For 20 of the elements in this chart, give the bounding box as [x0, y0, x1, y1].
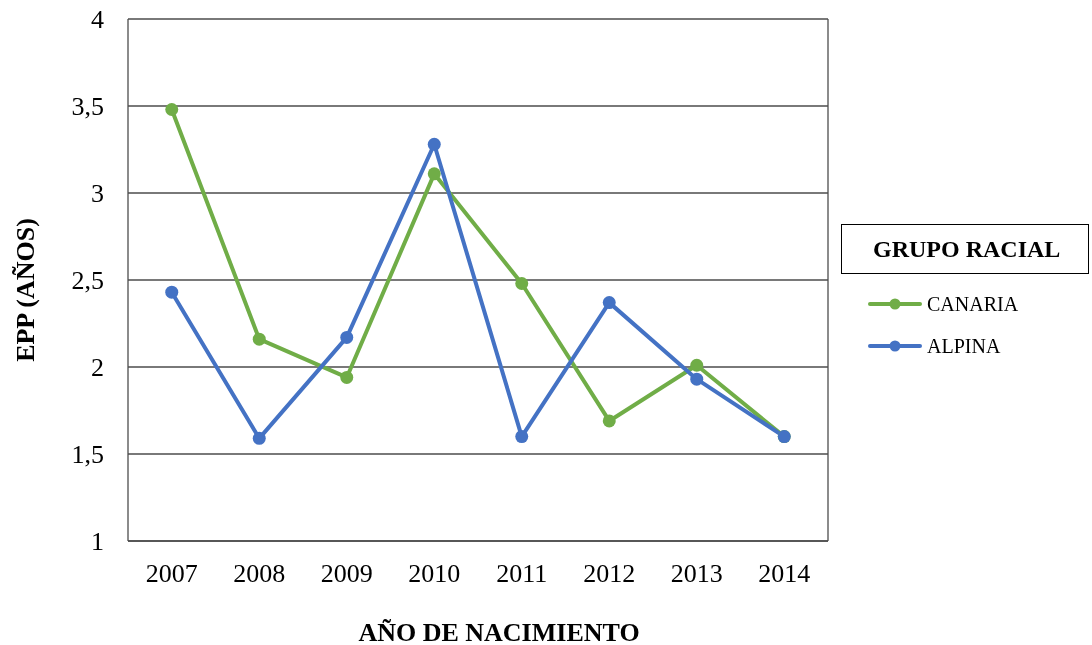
y-tick-label: 1	[91, 527, 104, 557]
x-tick-label: 2014	[758, 559, 811, 589]
y-tick-label: 4	[91, 5, 104, 35]
x-tick-label: 2008	[233, 559, 286, 589]
y-tick-label: 3	[91, 179, 104, 209]
x-tick-label: 2010	[408, 559, 461, 589]
y-tick-label: 2	[91, 353, 104, 383]
x-tick-label: 2013	[670, 559, 723, 589]
y-tick-label: 1,5	[71, 440, 104, 470]
y-tick-label: 3,5	[71, 92, 104, 122]
x-tick-label: 2011	[496, 559, 548, 589]
legend-title: GRUPO RACIAL	[841, 224, 1089, 274]
x-tick-label: 2009	[320, 559, 373, 589]
y-tick-label: 2,5	[71, 266, 104, 296]
x-tick-label: 2012	[583, 559, 636, 589]
x-axis-title: AÑO DE NACIMIENTO	[358, 618, 640, 645]
legend-label: CANARIA	[927, 292, 1019, 316]
y-axis-title: EPP (AÑOS)	[11, 218, 40, 362]
x-tick-label: 2007	[145, 559, 198, 589]
legend-label: ALPINA	[927, 334, 1001, 358]
